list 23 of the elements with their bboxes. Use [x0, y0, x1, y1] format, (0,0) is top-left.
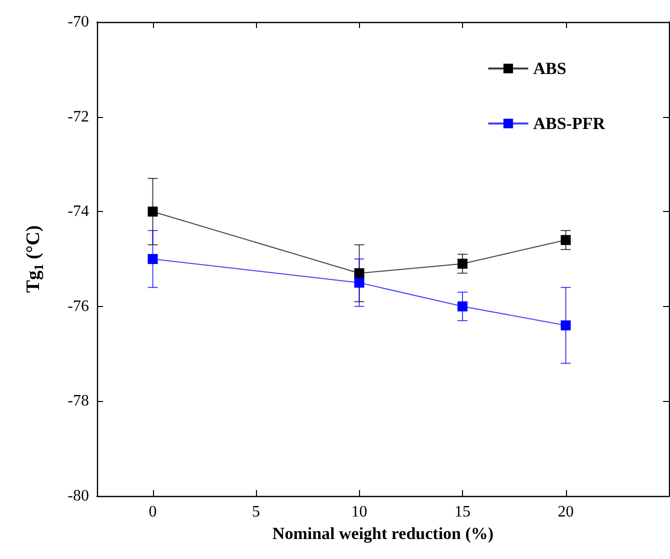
- x-tick-label: 20: [558, 504, 574, 520]
- legend-label: ABS: [533, 59, 566, 78]
- y-tick-label: -74: [68, 203, 89, 220]
- y-tick-label: -72: [68, 108, 89, 126]
- y-tick-label: -80: [68, 488, 89, 504]
- x-tick-label: 10: [351, 504, 368, 520]
- point: [148, 254, 158, 264]
- point: [560, 235, 571, 246]
- point: [354, 268, 364, 278]
- y-tick-label: -76: [68, 298, 89, 315]
- point: [458, 301, 468, 312]
- x-tick-label: 15: [454, 504, 470, 520]
- point: [458, 258, 468, 269]
- y-axis-title: Tg1 (°C): [23, 225, 46, 293]
- y-tick-label: -78: [68, 392, 89, 410]
- x-tick-label: 0: [148, 504, 157, 520]
- point: [560, 320, 571, 330]
- x-tick-label: 5: [252, 504, 260, 520]
- y-tick-label: -70: [68, 14, 89, 30]
- x-axis-title: Nominal weight reduction (%): [272, 524, 494, 543]
- point: [354, 278, 364, 288]
- legend-label: ABS-PFR: [533, 114, 606, 133]
- point: [148, 206, 158, 217]
